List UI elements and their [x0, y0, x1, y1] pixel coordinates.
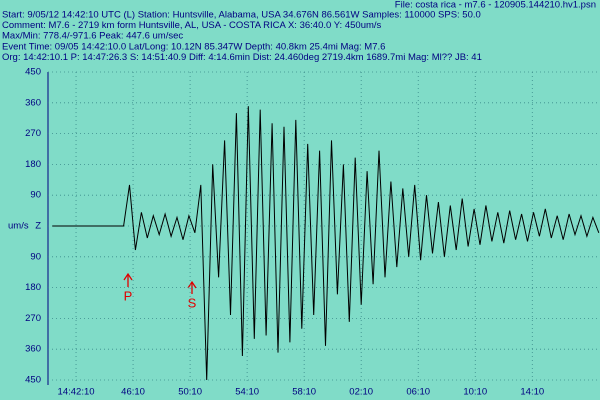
y-tick-label: 270 [25, 128, 41, 139]
y-tick-label: Z [35, 221, 41, 232]
p-label: P [124, 288, 133, 303]
x-tick-label: 14:10 [520, 387, 544, 398]
x-tick-label: 02:10 [349, 387, 373, 398]
x-tick-label: 06:10 [406, 387, 430, 398]
header-line: Org: 14:42:10.1 P: 14:47:26.3 S: 14:51:4… [2, 52, 482, 63]
y-tick-label: 180 [25, 159, 41, 170]
x-tick-label: 58:10 [292, 387, 316, 398]
p-marker: P [123, 272, 133, 303]
y-unit: um/s [8, 221, 29, 232]
x-tick-label: 50:10 [178, 387, 202, 398]
y-tick-label: 360 [25, 344, 41, 355]
header-line: Event Time: 09/05 14:42:10.0 Lat/Long: 1… [2, 41, 385, 52]
x-tick-label: 54:10 [235, 387, 259, 398]
y-tick-label: 450 [25, 375, 41, 386]
header-line: Comment: M7.6 - 2719 km form Huntsville,… [2, 20, 382, 31]
x-tick-label: 46:10 [121, 387, 145, 398]
y-tick-label: 90 [30, 190, 41, 201]
y-tick-label: 360 [25, 97, 41, 108]
header-line: Start: 9/05/12 14:42:10 UTC (L) Station:… [2, 10, 481, 21]
y-tick-label: 270 [25, 313, 41, 324]
y-tick-label: 90 [30, 251, 41, 262]
s-marker: S [187, 280, 197, 310]
x-tick-label: 14:42:10 [58, 387, 95, 398]
y-tick-label: 180 [25, 282, 41, 293]
y-tick-label: 450 [25, 67, 41, 78]
trace [52, 106, 600, 381]
s-label: S [188, 295, 197, 310]
x-tick-label: 10:10 [463, 387, 487, 398]
file-name: File: costa rica - m7.6 - 120905.144210.… [395, 0, 596, 11]
header-line: Max/Min: 778.4/-971.6 Peak: 447.6 um/sec [2, 31, 183, 42]
